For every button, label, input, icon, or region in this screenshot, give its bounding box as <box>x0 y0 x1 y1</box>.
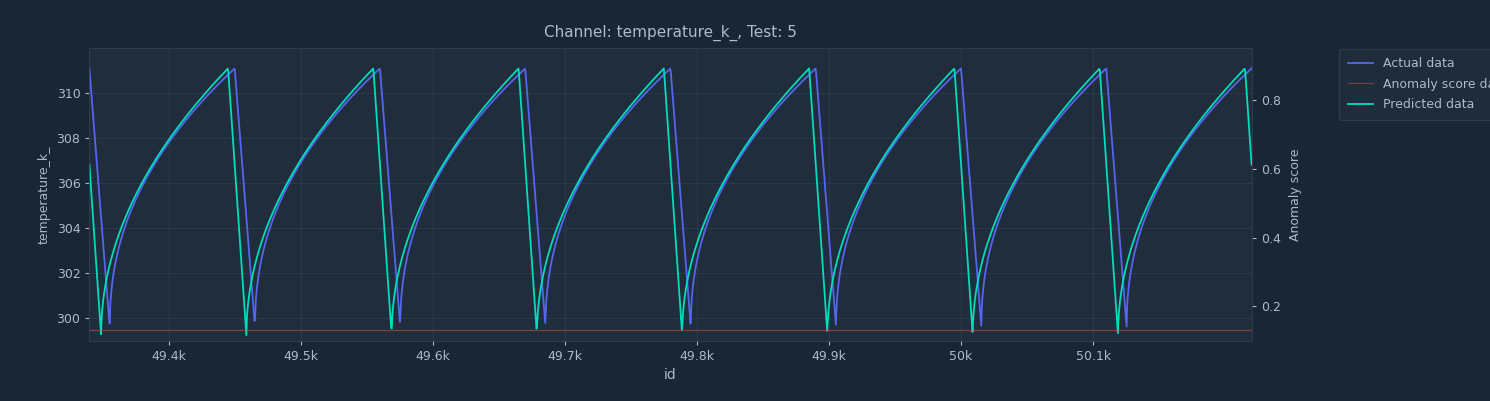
X-axis label: id: id <box>665 369 676 383</box>
Legend: Actual data, Anomaly score data, Predicted data: Actual data, Anomaly score data, Predict… <box>1340 49 1490 120</box>
Y-axis label: Anomaly score: Anomaly score <box>1289 148 1302 241</box>
Title: Channel: temperature_k_, Test: 5: Channel: temperature_k_, Test: 5 <box>544 25 797 41</box>
Y-axis label: temperature_k_: temperature_k_ <box>37 145 51 244</box>
